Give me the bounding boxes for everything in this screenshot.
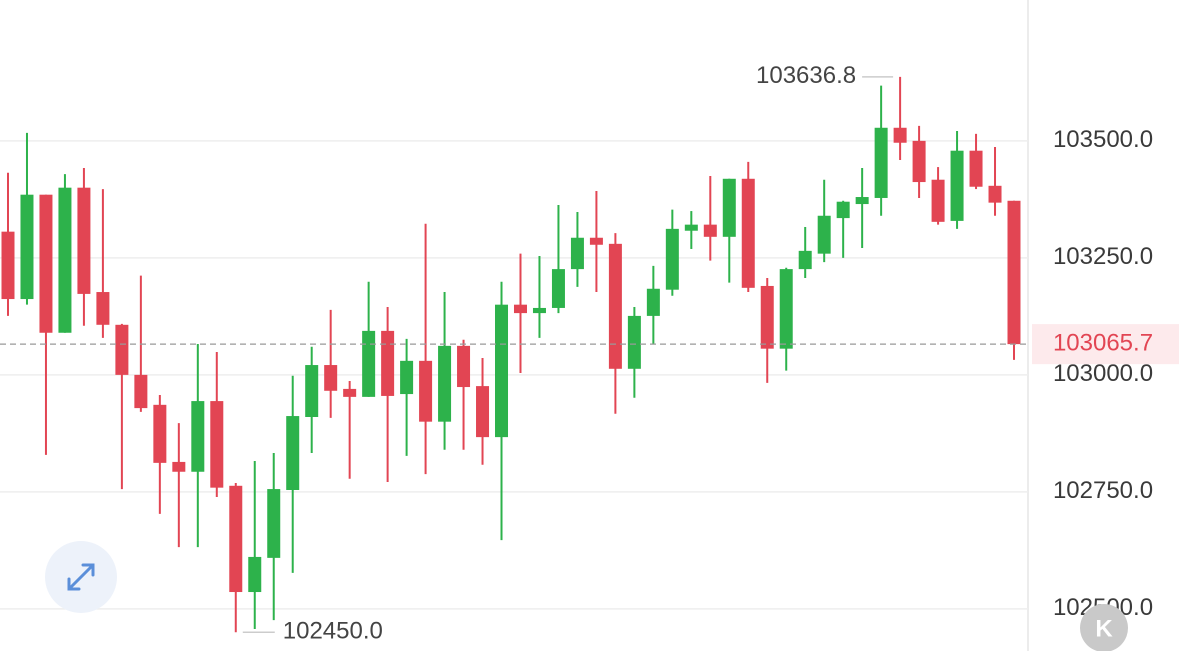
candle-body [646,288,660,316]
candle-body [248,556,262,593]
candles [1,76,1021,633]
overlay: 103636.8 102450.0 103065.7 [0,62,1179,645]
candle-body [665,228,679,290]
y-tick-label: 102750.0 [1053,477,1153,504]
candle-body [210,401,224,488]
candle-body [570,237,584,270]
candle-body [988,185,1002,203]
candle-body [931,179,945,222]
candle-body [950,150,964,221]
k-logo-text[interactable]: K [1095,615,1113,642]
candle-body [229,485,243,593]
candle-body [893,127,907,143]
candle-body [115,324,129,375]
high-label: 103636.8 [756,62,856,89]
candle-body [286,416,300,491]
expand-button[interactable] [45,541,117,613]
candle-body [495,304,509,438]
candle-body [191,401,205,472]
candle-body [305,365,319,417]
candle-body [627,315,641,369]
candle-body [324,365,338,391]
candle-body [703,224,717,237]
k-logo[interactable]: K [1080,604,1128,651]
candle-body [153,404,167,463]
low-label: 102450.0 [283,618,383,645]
candle-body [77,187,91,294]
candle-body [457,345,471,388]
candle-body [779,269,793,349]
last-price-label: 103065.7 [1053,329,1153,356]
candle-body [267,489,281,558]
candle-body [343,388,357,397]
candle-body [400,360,414,395]
candle-body [874,127,888,198]
candle-body [58,187,72,333]
candle-body [969,150,983,187]
candle-body [836,201,850,219]
candle-body [684,224,698,231]
candle-body [817,215,831,254]
candle-body [438,345,452,422]
candle-body [741,178,755,288]
candle-body [134,374,148,409]
candle-body [855,197,869,205]
candle-body [798,250,812,270]
candle-body [912,140,926,183]
candle-body [608,243,622,369]
candle-body [381,330,395,396]
candle-body [760,285,774,349]
candle-body [1,231,15,300]
candle-body [39,194,53,333]
candle-body [362,330,376,397]
last-price-bg [1032,324,1179,365]
candle-body [513,304,527,314]
expand-icon[interactable] [67,563,95,591]
y-tick-label: 103500.0 [1053,126,1153,153]
candle-body [589,237,603,245]
candle-body [551,269,565,308]
candle-body [172,461,186,472]
candle-body [20,194,34,300]
candle-body [722,178,736,237]
candle-body [1007,200,1021,345]
candle-body [532,307,546,314]
candle-body [96,292,110,325]
y-tick-label: 103000.0 [1053,360,1153,387]
k-logo-bg[interactable] [1080,604,1128,651]
y-tick-label: 103250.0 [1053,243,1153,270]
candle-body [476,386,490,438]
candle-body [419,360,433,422]
